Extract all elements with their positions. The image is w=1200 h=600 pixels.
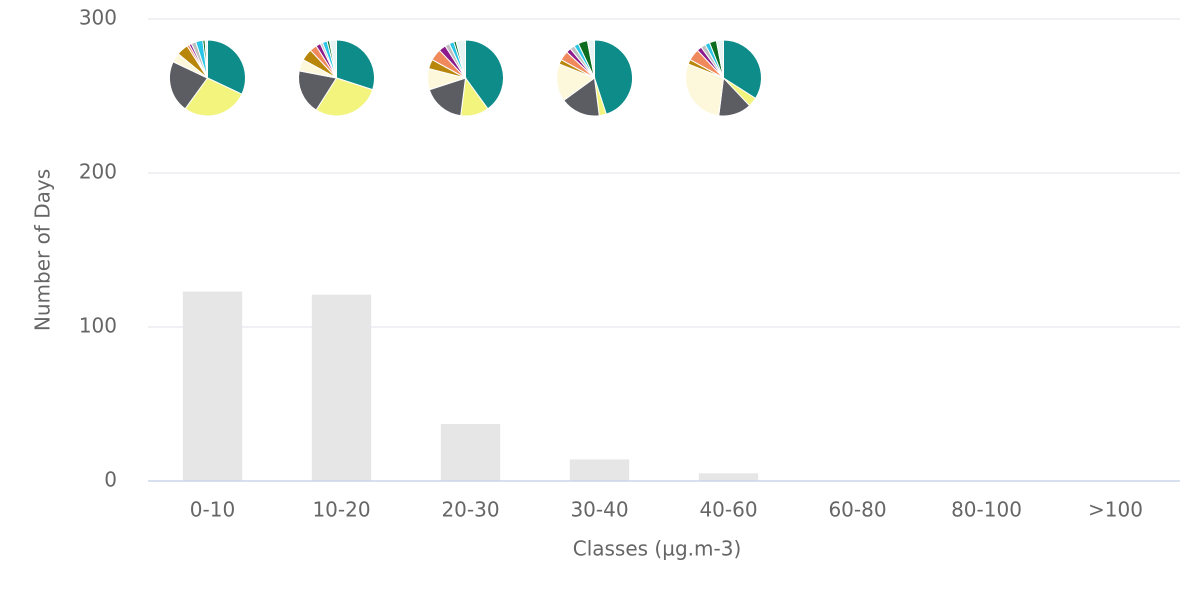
- y-tick-label: 100: [79, 314, 117, 338]
- x-tick-label: 60-80: [828, 498, 886, 522]
- bar: [182, 291, 243, 481]
- pie-slice: [298, 70, 338, 111]
- pie-slice: [428, 77, 467, 117]
- pie-slice: [685, 63, 725, 117]
- x-tick-label: 40-60: [699, 498, 757, 522]
- x-tick-label: 20-30: [441, 498, 499, 522]
- pie-slice: [586, 39, 595, 79]
- x-axis-title: Classes (µg.m-3): [573, 537, 742, 561]
- bar: [698, 473, 759, 481]
- pie-slice: [204, 39, 208, 79]
- pie-slice: [465, 39, 504, 110]
- x-tick-label: 80-100: [951, 498, 1022, 522]
- pie-slice: [455, 39, 466, 79]
- x-tick-label: >100: [1088, 498, 1143, 522]
- pie-slice: [328, 39, 337, 79]
- bar: [569, 459, 630, 481]
- pie-slice: [715, 39, 724, 79]
- y-tick-label: 200: [79, 160, 117, 184]
- x-tick-label: 30-40: [570, 498, 628, 522]
- pie-slice: [336, 39, 375, 91]
- x-tick-label: 10-20: [312, 498, 370, 522]
- y-tick-label: 300: [79, 6, 117, 30]
- pie-slice: [207, 39, 246, 95]
- x-tick-label: 0-10: [190, 498, 235, 522]
- y-axis-title: Number of Days: [31, 169, 55, 331]
- bar: [440, 424, 501, 481]
- pie-slice: [184, 77, 243, 117]
- pie-slice: [594, 39, 633, 115]
- y-tick-label: 0: [104, 468, 117, 492]
- pie-slice: [315, 77, 374, 117]
- bar: [311, 294, 372, 481]
